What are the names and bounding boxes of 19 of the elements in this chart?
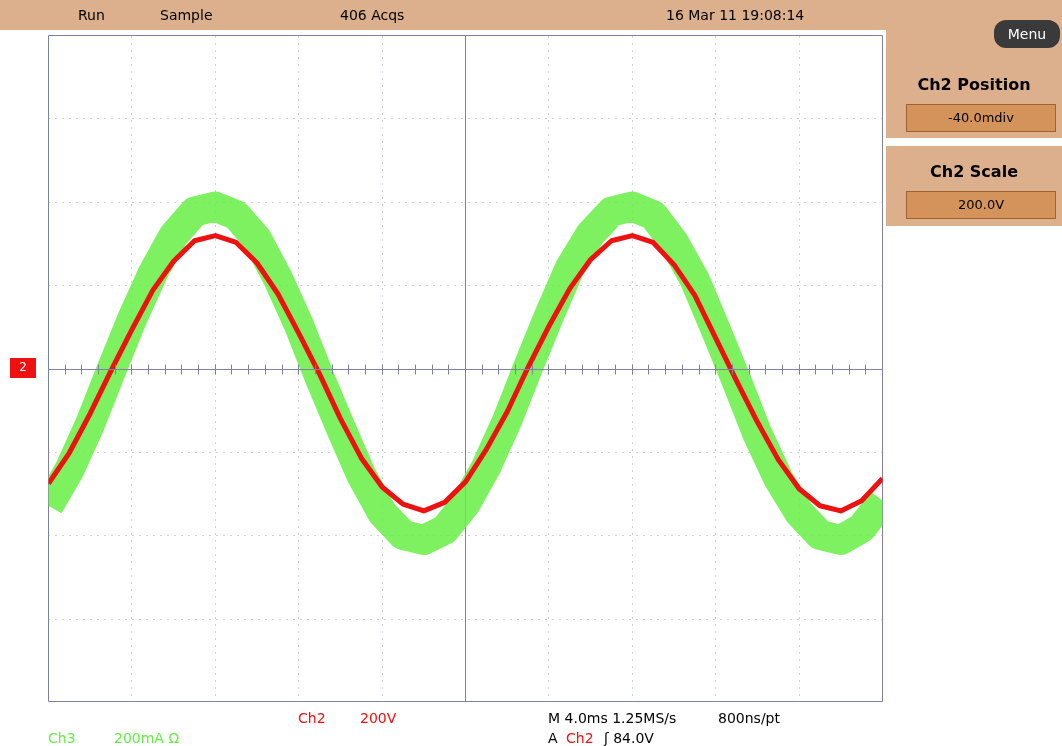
text: 2 [10, 359, 36, 377]
text: A [548, 729, 558, 746]
text: -40.0mdiv [947, 109, 1015, 127]
text: Menu [1006, 25, 1048, 44]
text: 406 Acqs [340, 6, 405, 25]
text: ʃ 84.0V [604, 729, 654, 746]
text: Run [78, 6, 105, 25]
text: 200mA Ω [114, 729, 180, 746]
text: Ch2 Scale [929, 161, 1019, 183]
text: Ch2 [566, 730, 594, 746]
text: 800ns/pt [718, 709, 780, 728]
text: 16 Mar 11 19:08:14 [666, 6, 805, 25]
text: M 4.0ms 1.25MS/s [548, 709, 677, 728]
text: Ch2 [298, 709, 326, 728]
text: 200.0V [956, 196, 1006, 214]
text: Ch3 [48, 729, 76, 746]
text: Ch2 Position [916, 74, 1032, 96]
text: 200V [360, 709, 397, 728]
text: Sample [160, 6, 213, 25]
